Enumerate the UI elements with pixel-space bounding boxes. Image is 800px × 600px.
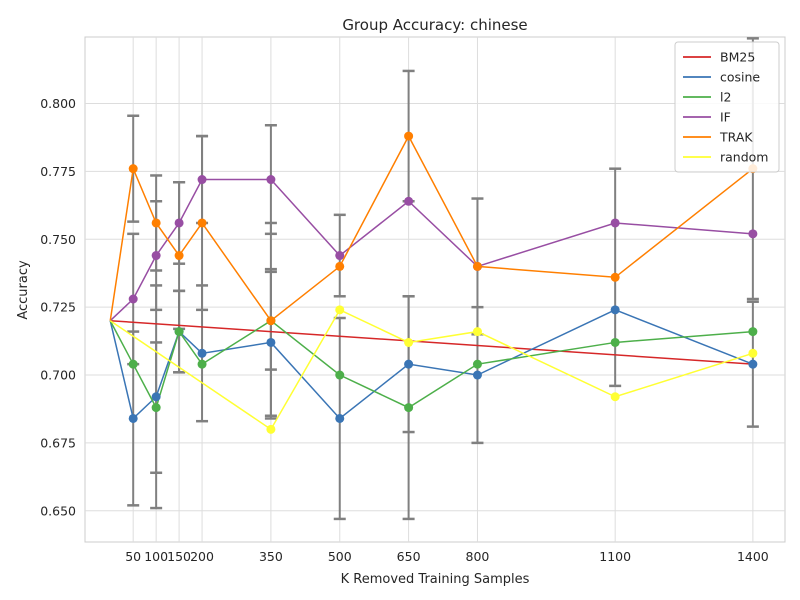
data-point-trak xyxy=(128,164,138,174)
series-line-if xyxy=(109,178,753,322)
legend: BM25 cosine l2 IF TRAK random xyxy=(674,41,780,173)
x-tick-label: 200 xyxy=(190,549,214,564)
x-tick-label: 1400 xyxy=(737,549,769,564)
data-point-cosine xyxy=(197,348,207,358)
series-markers xyxy=(128,131,758,434)
x-tick-label: 500 xyxy=(328,549,352,564)
series-lines xyxy=(109,134,754,431)
legend-label-if: IF xyxy=(720,110,731,125)
data-point-l2 xyxy=(335,370,345,380)
data-point-cosine xyxy=(128,413,138,423)
data-point-trak xyxy=(174,251,184,261)
x-axis-label: K Removed Training Samples xyxy=(341,572,530,587)
chart-title: Group Accuracy: chinese xyxy=(342,16,527,34)
data-point-trak xyxy=(266,316,276,326)
data-point-l2 xyxy=(404,403,414,413)
legend-label-trak: TRAK xyxy=(719,130,753,145)
data-point-l2 xyxy=(128,359,138,369)
data-point-l2 xyxy=(472,359,482,369)
x-tick-label: 150 xyxy=(167,549,191,564)
data-point-cosine xyxy=(404,359,414,369)
tick-labels: 50 100 150 200 350 500 650 800 1100 1400 0.650 0.67… xyxy=(40,96,769,564)
plot-frame xyxy=(84,36,786,543)
data-point-l2 xyxy=(748,327,758,337)
data-point-if xyxy=(610,218,620,228)
series-line-trak xyxy=(109,134,754,322)
series-line-l2 xyxy=(109,319,753,410)
data-point-l2 xyxy=(151,403,161,413)
data-point-random xyxy=(748,348,758,358)
x-tick-label: 50 xyxy=(125,549,141,564)
data-point-random xyxy=(610,392,620,402)
error-bars xyxy=(127,37,759,521)
data-point-random xyxy=(404,337,414,347)
y-tick-label: 0.800 xyxy=(40,96,76,111)
legend-label-bm25: BM25 xyxy=(720,50,755,65)
data-point-trak xyxy=(610,272,620,282)
legend-label-l2: l2 xyxy=(720,90,731,105)
series-line-bm25 xyxy=(110,319,753,365)
x-tick-label: 800 xyxy=(466,549,490,564)
y-axis-label: Accuracy xyxy=(16,260,31,320)
data-point-if xyxy=(151,251,161,261)
data-point-cosine xyxy=(610,305,620,315)
y-tick-label: 0.675 xyxy=(40,435,76,450)
data-point-random xyxy=(266,424,276,434)
data-point-cosine xyxy=(472,370,482,380)
data-point-l2 xyxy=(610,337,620,347)
legend-label-cosine: cosine xyxy=(720,70,760,85)
x-tick-label: 350 xyxy=(259,549,283,564)
data-point-trak xyxy=(472,261,482,271)
data-point-l2 xyxy=(197,359,207,369)
y-tick-label: 0.700 xyxy=(40,368,76,383)
data-point-trak xyxy=(151,218,161,228)
y-tick-label: 0.725 xyxy=(40,300,76,315)
data-point-if xyxy=(748,229,758,239)
data-point-cosine xyxy=(151,392,161,402)
series-line-cosine xyxy=(109,309,754,420)
data-point-if xyxy=(335,251,345,261)
data-point-if xyxy=(128,294,138,304)
y-tick-label: 0.775 xyxy=(40,164,76,179)
data-point-if xyxy=(174,218,184,228)
data-point-random xyxy=(335,305,345,315)
data-point-cosine xyxy=(748,359,758,369)
data-point-trak xyxy=(404,131,414,141)
data-point-trak xyxy=(335,261,345,271)
data-point-l2 xyxy=(174,327,184,337)
data-point-if xyxy=(197,175,207,185)
y-tick-label: 0.650 xyxy=(40,503,76,518)
legend-label-random: random xyxy=(720,150,768,165)
data-point-if xyxy=(266,175,276,185)
x-tick-label: 650 xyxy=(397,549,421,564)
x-tick-label: 100 xyxy=(144,549,168,564)
y-tick-label: 0.750 xyxy=(40,232,76,247)
data-point-cosine xyxy=(335,413,345,423)
legend-box xyxy=(674,41,780,173)
data-point-cosine xyxy=(266,337,276,347)
data-point-trak xyxy=(197,218,207,228)
x-tick-label: 1100 xyxy=(599,549,631,564)
data-point-random xyxy=(472,327,482,337)
data-point-if xyxy=(404,196,414,206)
